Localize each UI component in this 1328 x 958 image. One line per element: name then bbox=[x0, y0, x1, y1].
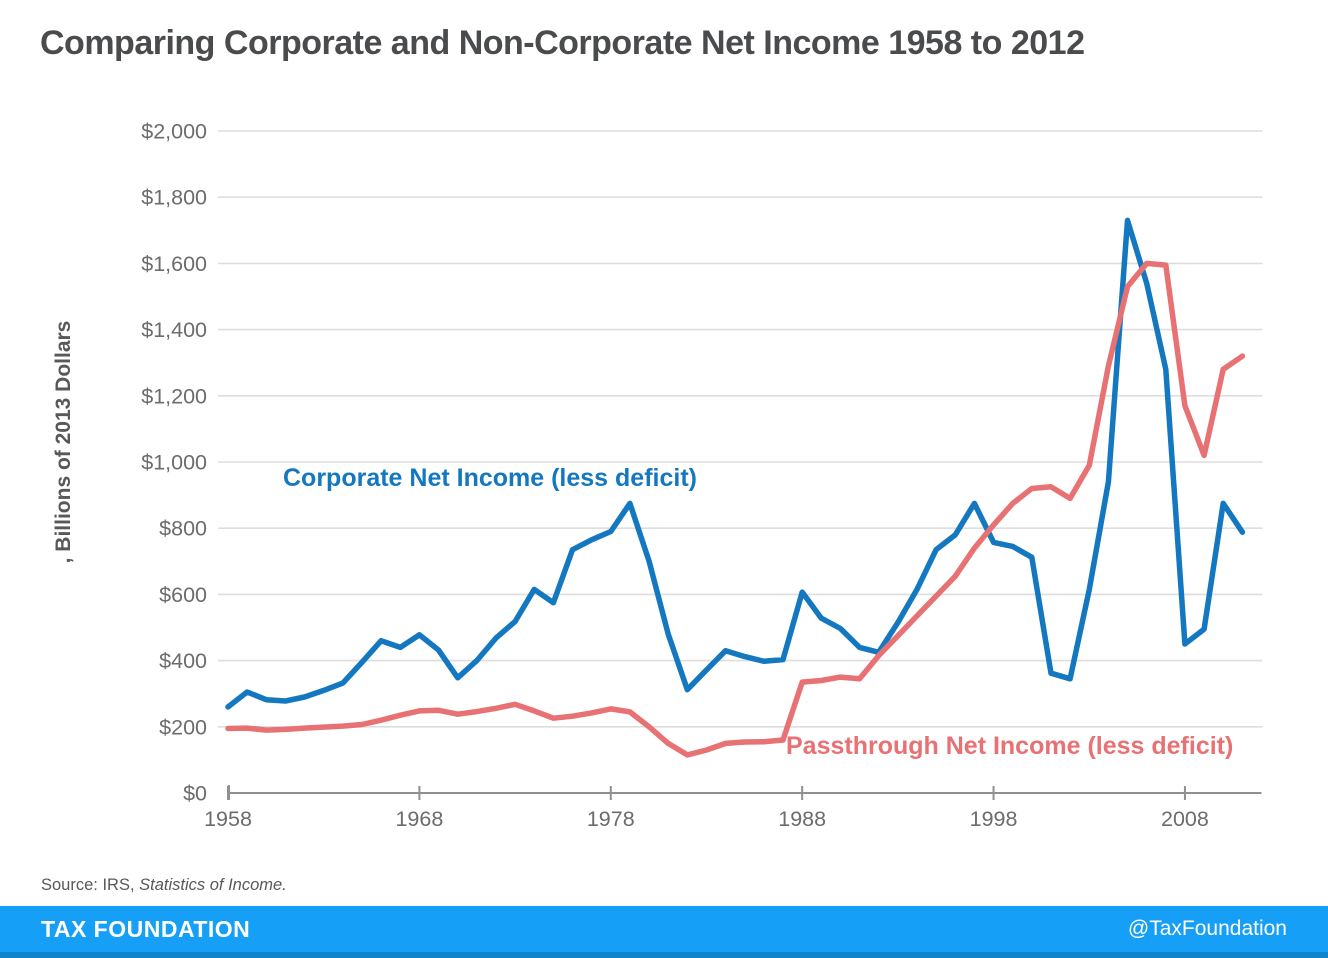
source-publication: Statistics of Income. bbox=[139, 876, 287, 894]
y-tick-label: $600 bbox=[159, 583, 207, 607]
twitter-handle: @TaxFoundation bbox=[1127, 917, 1287, 940]
y-tick-label: $200 bbox=[159, 715, 207, 739]
x-tick-label: 1968 bbox=[395, 807, 443, 831]
y-tick-label: $0 bbox=[183, 782, 207, 806]
y-tick-labels: $0 $200 $400 $600 $800 $1,000 $1,200 $1,400 $1,6… bbox=[141, 120, 207, 806]
x-tick-label: 1958 bbox=[204, 807, 252, 831]
x-tick-label: 1978 bbox=[587, 807, 635, 831]
y-tick-label: $1,200 bbox=[141, 384, 207, 408]
y-axis-label: , Billions of 2013 Dollars bbox=[52, 320, 75, 564]
gridlines bbox=[218, 130, 1263, 728]
footer-bottom-strip bbox=[0, 952, 1328, 958]
source-note: Source: IRS, Statistics of Income. bbox=[41, 876, 287, 895]
x-tick-label: 2008 bbox=[1161, 807, 1209, 831]
passthrough-series-label: Passthrough Net Income (less deficit) bbox=[786, 732, 1234, 760]
y-tick-label: $400 bbox=[159, 649, 207, 673]
y-tick-label: $1,600 bbox=[141, 252, 207, 276]
corporate-series-label: Corporate Net Income (less deficit) bbox=[283, 464, 697, 492]
x-tick-label: 1988 bbox=[778, 807, 826, 831]
passthrough-line bbox=[225, 260, 1246, 758]
y-tick-label: $800 bbox=[159, 517, 207, 541]
y-tick-label: $1,400 bbox=[141, 318, 207, 342]
brand-logo-text: TAX FOUNDATION bbox=[41, 915, 251, 942]
y-tick-label: $1,000 bbox=[141, 451, 207, 475]
line-chart: $0 $200 $400 $600 $800 $1,000 $1,200 $1,400 $1,6… bbox=[141, 120, 1263, 831]
y-tick-label: $1,800 bbox=[141, 186, 207, 210]
x-tick-label: 1998 bbox=[970, 807, 1018, 831]
chart-title: Comparing Corporate and Non-Corporate Ne… bbox=[40, 24, 1085, 62]
x-axis: 1958 1968 1978 1988 1998 2008 bbox=[204, 785, 1262, 831]
y-tick-label: $2,000 bbox=[141, 120, 207, 144]
corporate-line bbox=[225, 217, 1246, 710]
footer-bar: TAX FOUNDATION @TaxFoundation bbox=[0, 906, 1328, 952]
source-prefix: Source: IRS, bbox=[41, 876, 140, 894]
